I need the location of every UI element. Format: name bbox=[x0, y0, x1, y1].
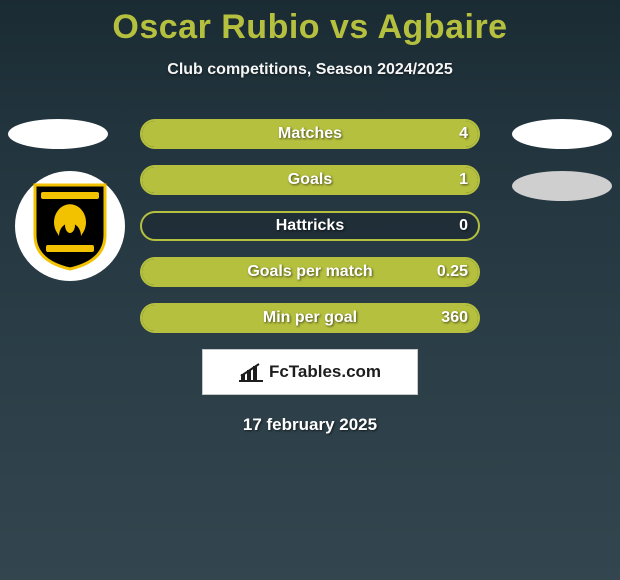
comparison-panel: Matches4Goals1Hattricks0Goals per match0… bbox=[0, 119, 620, 435]
stat-bar-label: Hattricks bbox=[142, 213, 478, 239]
stat-bar-value-right: 0.25 bbox=[437, 259, 468, 285]
stat-bar: Min per goal360 bbox=[140, 303, 480, 333]
stat-bar-label: Min per goal bbox=[142, 305, 478, 331]
brand-chart-icon bbox=[239, 362, 263, 382]
stat-bar-label: Goals bbox=[142, 167, 478, 193]
page-title: Oscar Rubio vs Agbaire bbox=[0, 0, 620, 47]
stat-bar: Goals1 bbox=[140, 165, 480, 195]
club-crest-icon bbox=[31, 181, 109, 271]
stat-bar-label: Goals per match bbox=[142, 259, 478, 285]
stat-bars: Matches4Goals1Hattricks0Goals per match0… bbox=[140, 119, 480, 333]
stat-bar-value-right: 1 bbox=[459, 167, 468, 193]
stat-bar: Goals per match0.25 bbox=[140, 257, 480, 287]
stat-bar-label: Matches bbox=[142, 121, 478, 147]
stat-bar-value-right: 0 bbox=[459, 213, 468, 239]
snapshot-date: 17 february 2025 bbox=[0, 415, 620, 435]
brand-box: FcTables.com bbox=[202, 349, 418, 395]
player-right-avatar-placeholder-1 bbox=[512, 119, 612, 149]
club-crest bbox=[15, 171, 125, 281]
page-subtitle: Club competitions, Season 2024/2025 bbox=[0, 61, 620, 79]
player-left-avatar-placeholder bbox=[8, 119, 108, 149]
brand-text: FcTables.com bbox=[269, 362, 381, 382]
player-right-avatar-placeholder-2 bbox=[512, 171, 612, 201]
stat-bar: Matches4 bbox=[140, 119, 480, 149]
stat-bar-value-right: 4 bbox=[459, 121, 468, 147]
stat-bar: Hattricks0 bbox=[140, 211, 480, 241]
stat-bar-value-right: 360 bbox=[441, 305, 468, 331]
